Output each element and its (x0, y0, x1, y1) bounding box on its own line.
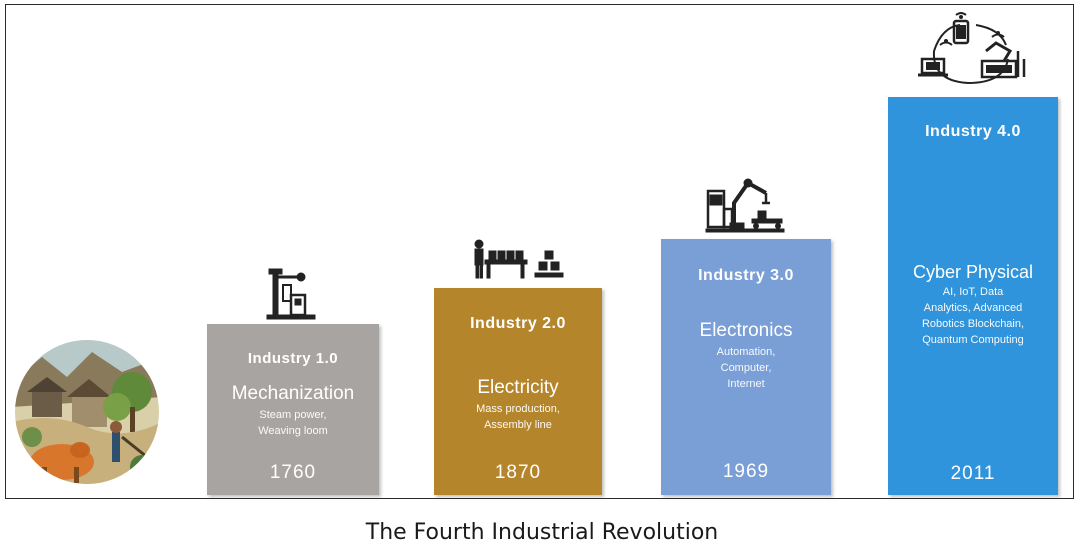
stage-description: Automation, Computer, Internet (665, 345, 827, 393)
assembly-line-icon (474, 239, 564, 279)
stage-card-industry-3: Industry 3.0 Electronics Automation, Com… (661, 239, 831, 495)
stage-description-line: Steam power, (259, 409, 327, 421)
stage-description-line: Mass production, (476, 403, 560, 415)
stage-subtitle: Electricity (477, 377, 559, 398)
stage-description: AI, IoT, Data Analytics, Advanced Roboti… (892, 285, 1054, 349)
stage-description-line: Analytics, Advanced (923, 301, 1023, 314)
stage-description-line: Internet (727, 377, 765, 390)
stage-title: Industry 1.0 (247, 350, 339, 367)
stage-subtitle: Mechanization (231, 383, 355, 404)
stage-card-industry-2: Industry 2.0 Electricity Mass production… (434, 288, 602, 495)
stage-year: 1760 (269, 462, 317, 483)
stage-description-line: Assembly line (484, 418, 552, 431)
stage-description-line: Robotics Blockchain, (921, 317, 1025, 330)
stage-card-industry-4: Industry 4.0 Cyber Physical AI, IoT, Dat… (888, 97, 1058, 495)
stage-year: 1969 (722, 461, 770, 482)
steam-engine-icon (266, 268, 316, 320)
stage-title: Industry 4.0 (925, 123, 1021, 140)
stage-subtitle: Cyber Physical (912, 262, 1034, 282)
stage-description-line: Computer, (720, 361, 772, 374)
stage-year: 2011 (950, 463, 996, 484)
stage-subtitle: Electronics (699, 320, 793, 341)
stage-description-line: Weaving loom (258, 424, 328, 437)
stage-title: Industry 3.0 (698, 267, 794, 284)
stage-year: 1870 (494, 462, 542, 483)
stage-description-line: Automation, (716, 346, 776, 358)
stage-description-line: AI, IoT, Data (942, 286, 1004, 298)
stage-description-line: Quantum Computing (922, 333, 1024, 346)
stage-card-industry-1: Industry 1.0 Mechanization Steam power, … (207, 324, 379, 495)
agricultural-era-illustration (15, 340, 159, 484)
network-devices-icon (918, 12, 1026, 85)
stage-title: Industry 2.0 (470, 315, 566, 332)
diagram-caption: The Fourth Industrial Revolution (365, 520, 719, 545)
diagram-frame: Industry 1.0 Mechanization Steam power, … (5, 4, 1074, 499)
robot-arm-icon (705, 178, 785, 233)
stage-description: Mass production, Assembly line (438, 402, 598, 434)
stage-description: Steam power, Weaving loom (211, 408, 375, 440)
